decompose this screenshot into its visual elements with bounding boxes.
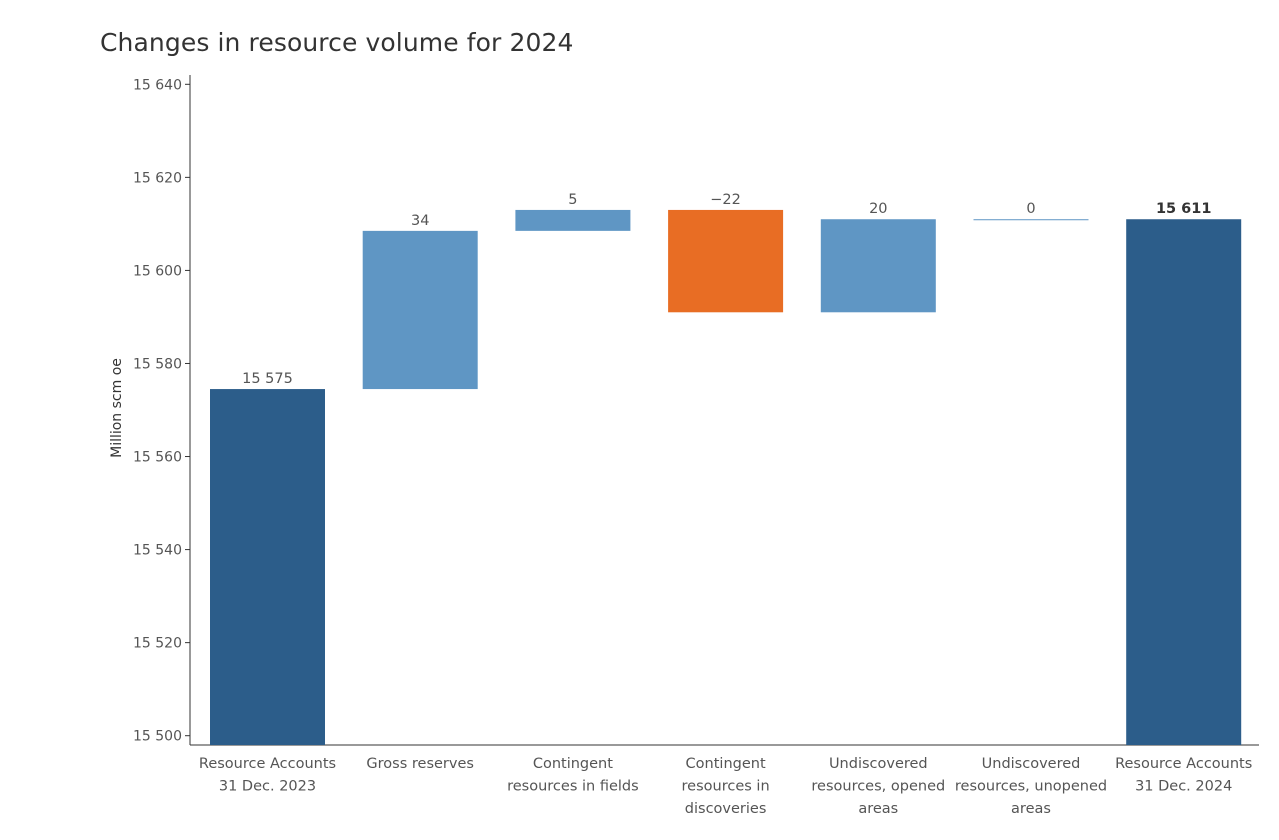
data-labels: 15 575 34 5 −22 20 0 15 611 [242, 192, 1211, 387]
y-tick-label: 15 520 [133, 636, 182, 652]
data-label: 15 575 [242, 371, 293, 387]
data-label: 20 [869, 201, 887, 217]
bar-decrease [668, 209, 784, 313]
category-label: Gross reserves [366, 756, 474, 772]
category-label: Contingent resources in discoveries [682, 756, 770, 817]
y-axis-title: Million scm oe [109, 358, 125, 458]
bar-increase [973, 219, 1089, 221]
chart-title: Changes in resource volume for 2024 [100, 28, 574, 57]
y-tick-label: 15 500 [133, 729, 182, 745]
category-label: Undiscovered resources, unopened areas [955, 756, 1107, 817]
bars [210, 209, 1242, 746]
data-label: 0 [1026, 201, 1035, 217]
data-label: −22 [710, 192, 741, 208]
bar-total [1126, 219, 1242, 746]
data-label: 15 611 [1156, 201, 1212, 217]
y-tick-label: 15 640 [133, 77, 182, 93]
category-label: Contingent resources in fields [507, 756, 639, 795]
category-label: Undiscovered resources, opened areas [811, 756, 945, 817]
y-tick-label: 15 540 [133, 543, 182, 559]
y-axis: 15 500 15 520 15 540 15 560 15 580 15 600 15 6… [133, 75, 191, 745]
bar-increase [820, 219, 936, 313]
y-tick-label: 15 620 [133, 170, 182, 186]
category-labels: Resource Accounts 31 Dec. 2023 Gross reser… [199, 756, 1252, 817]
data-label: 5 [568, 192, 577, 208]
category-label: Resource Accounts 31 Dec. 2023 [199, 756, 336, 795]
bar-increase [515, 209, 631, 231]
bar-total [210, 389, 325, 745]
category-label: Resource Accounts 31 Dec. 2024 [1115, 756, 1252, 795]
y-tick-label: 15 560 [133, 450, 182, 466]
y-tick-label: 15 600 [133, 263, 182, 279]
y-tick-label: 15 580 [133, 356, 182, 372]
bar-increase [362, 230, 478, 390]
data-label: 34 [411, 213, 429, 229]
